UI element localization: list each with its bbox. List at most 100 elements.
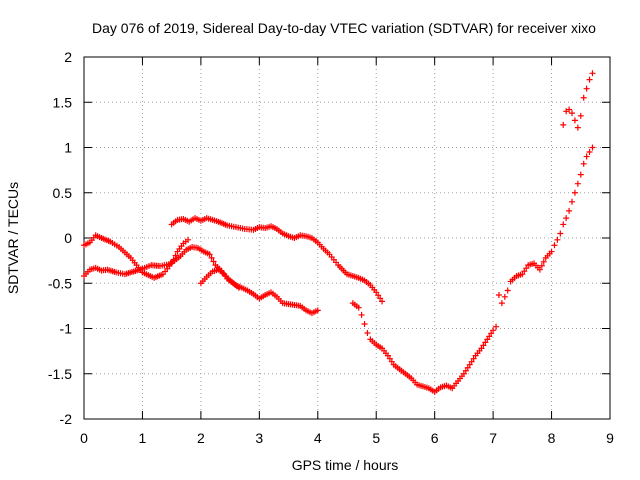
y-tick-label: -2 — [60, 411, 73, 427]
data-point — [577, 112, 584, 119]
y-tick-label: 0.5 — [53, 185, 73, 201]
data-point — [388, 358, 395, 365]
data-point — [586, 76, 593, 83]
data-point — [501, 293, 508, 300]
y-tick-labels: -2 -1.5 -1 -0.5 0 0.5 1 1.5 2 — [48, 49, 72, 427]
y-tick-label: 0 — [64, 230, 72, 246]
data-point — [563, 215, 570, 222]
data-points — [81, 70, 596, 395]
data-point — [377, 295, 384, 302]
data-point — [548, 248, 555, 255]
data-point — [569, 110, 576, 117]
data-point — [486, 333, 493, 340]
data-point — [490, 327, 497, 334]
series-track-b — [81, 244, 242, 291]
data-point — [462, 367, 469, 374]
data-point — [498, 300, 505, 307]
data-point — [583, 85, 590, 92]
x-tick-label: 9 — [606, 430, 614, 446]
data-point — [566, 106, 573, 113]
data-point — [574, 180, 581, 187]
data-point — [557, 230, 564, 237]
grid-lines — [84, 57, 610, 419]
data-point — [466, 361, 473, 368]
data-point — [551, 242, 558, 249]
data-point — [523, 265, 530, 272]
data-point — [495, 292, 502, 299]
x-axis-label: GPS time / hours — [292, 457, 399, 473]
data-point — [580, 94, 587, 101]
y-tick-label: -1.5 — [48, 366, 72, 382]
x-tick-label: 6 — [431, 430, 439, 446]
data-point — [386, 355, 393, 362]
data-point — [560, 221, 567, 228]
data-point — [566, 207, 573, 214]
x-tick-label: 1 — [139, 430, 147, 446]
data-point — [484, 336, 491, 343]
data-point — [569, 198, 576, 205]
series-track-c — [168, 215, 386, 305]
data-point — [536, 266, 543, 273]
chart-title: Day 076 of 2019, Sidereal Day-to-day VTE… — [92, 20, 596, 36]
axis-ticks — [83, 56, 611, 420]
data-point — [460, 370, 467, 377]
data-point — [468, 358, 475, 365]
x-tick-label: 0 — [80, 430, 88, 446]
data-point — [482, 339, 489, 346]
data-point — [540, 258, 547, 265]
data-point — [361, 320, 368, 327]
y-tick-label: 1.5 — [53, 94, 73, 110]
x-tick-labels: 0 1 2 3 4 5 6 7 8 9 — [80, 430, 614, 446]
data-point — [464, 364, 471, 371]
x-tick-label: 2 — [197, 430, 205, 446]
data-point — [185, 236, 192, 243]
x-tick-label: 4 — [314, 430, 322, 446]
series-track-g — [560, 70, 596, 131]
data-point — [373, 289, 380, 296]
data-point — [538, 262, 545, 269]
data-point — [210, 258, 217, 265]
data-point — [375, 292, 382, 299]
data-point — [583, 153, 590, 160]
data-point — [519, 271, 526, 278]
data-point — [358, 311, 365, 318]
data-point — [574, 124, 581, 131]
plot-frame — [83, 56, 611, 420]
y-tick-label: 2 — [64, 49, 72, 65]
data-point — [488, 330, 495, 337]
series-track-e — [349, 300, 500, 395]
data-point — [364, 330, 371, 337]
data-point — [314, 307, 321, 314]
data-point — [206, 251, 213, 258]
data-point — [480, 342, 487, 349]
x-tick-label: 3 — [255, 430, 263, 446]
data-point — [580, 160, 587, 167]
data-point — [208, 254, 215, 261]
y-tick-label: -1 — [60, 321, 73, 337]
x-tick-label: 8 — [548, 430, 556, 446]
y-tick-label: 1 — [64, 140, 72, 156]
data-point — [470, 355, 477, 362]
x-tick-label: 5 — [372, 430, 380, 446]
data-point — [560, 121, 567, 128]
data-point — [586, 149, 593, 156]
data-point — [504, 287, 511, 294]
data-point — [379, 298, 386, 305]
y-axis-label: SDTVAR / TECUs — [5, 182, 21, 294]
data-point — [478, 345, 485, 352]
data-point — [577, 171, 584, 178]
x-tick-label: 7 — [489, 430, 497, 446]
data-point — [521, 268, 528, 275]
data-point — [554, 236, 561, 243]
data-point — [571, 189, 578, 196]
data-point — [571, 117, 578, 124]
data-point — [589, 70, 596, 77]
y-tick-label: -0.5 — [48, 275, 72, 291]
data-point — [493, 323, 500, 330]
series-track-f — [495, 144, 596, 307]
data-point — [384, 352, 391, 359]
series-track-d — [197, 266, 321, 317]
data-point — [355, 304, 362, 311]
data-point — [589, 144, 596, 151]
